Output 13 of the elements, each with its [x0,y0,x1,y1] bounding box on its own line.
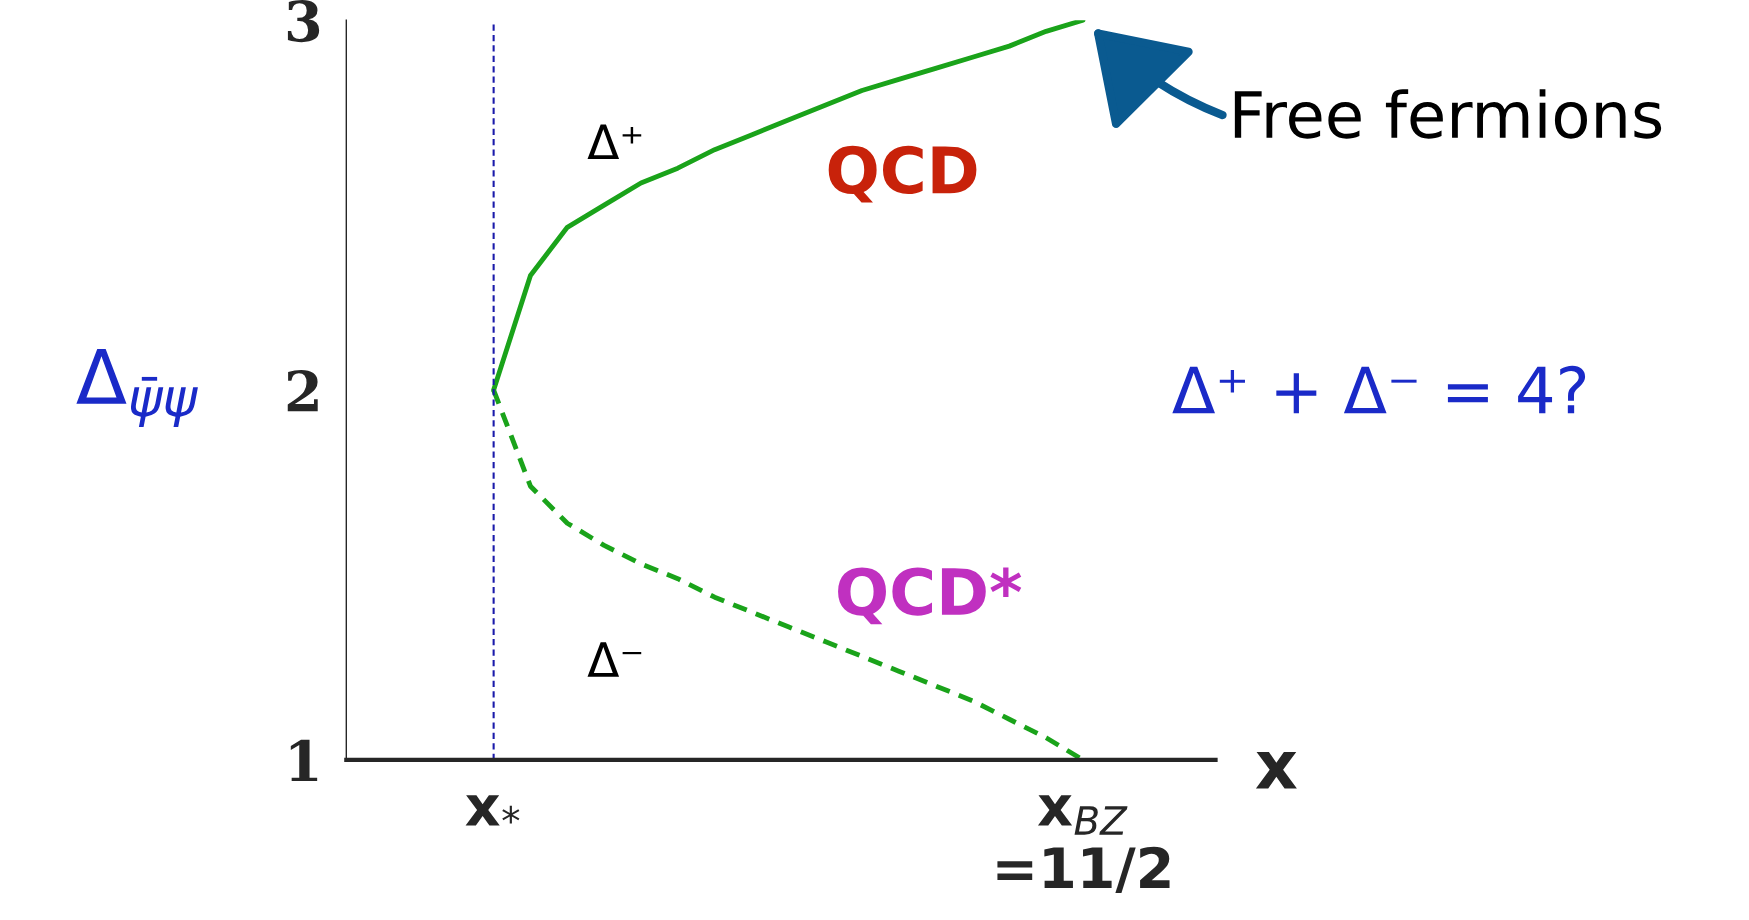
annotation: QCD* [838,567,1022,625]
y-tick-label: 1 [290,739,318,782]
y-tick-label: 2 [287,369,318,412]
annotation: Δ⁺ [587,124,642,160]
annotation: QCD [828,145,977,203]
y-axis-title: Δ$_{ψ̄ψ}$ [76,349,198,427]
y-tick-label: 3 [287,0,320,43]
text: Free fermions [1234,89,1662,139]
annotation: Δ⁻ [587,642,642,677]
x-tick-label: x$_{*}$ [465,795,520,826]
x-tick-label: x$_{BZ}$ =11/2 [997,795,1170,894]
x-axis-title: x [1255,751,1297,789]
text: Δ⁺ + Δ⁻ = 4? [1172,365,1586,414]
